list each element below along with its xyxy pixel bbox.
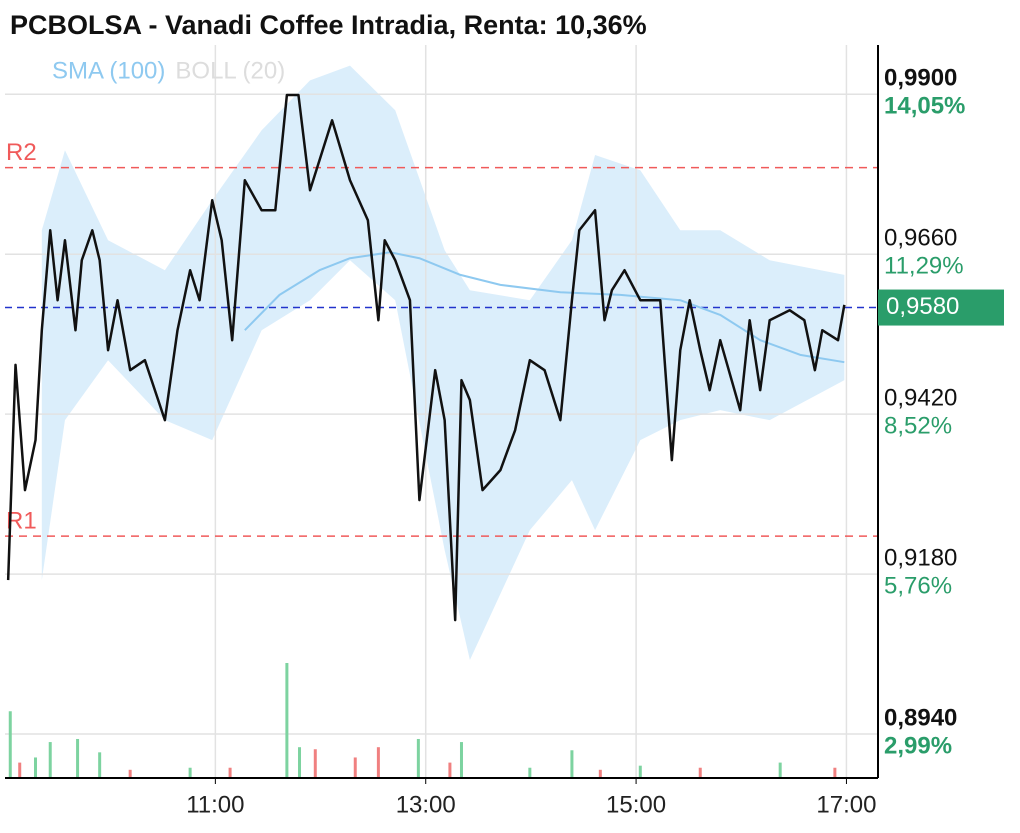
volume-bar — [8, 711, 12, 778]
volume-bar — [778, 762, 782, 778]
volume-bar — [18, 762, 22, 778]
volume-bar — [48, 742, 52, 778]
volume-bar — [698, 767, 702, 778]
chart-title: PCBOLSA - Vanadi Coffee Intradia, Renta:… — [10, 10, 647, 40]
legend-entry: SMA (100) — [52, 57, 165, 84]
volume-bar — [598, 769, 602, 778]
volume-bar — [128, 769, 132, 778]
volume-bar — [188, 767, 192, 778]
y-percent-label: 2,99% — [884, 732, 952, 759]
y-tick-label: 0,9900 — [884, 65, 957, 92]
legend-entry: BOLL (20) — [175, 57, 285, 84]
volume-bar — [76, 738, 80, 778]
sma-line — [244, 251, 845, 364]
volume-bar — [528, 767, 532, 778]
y-percent-label: 11,29% — [884, 253, 964, 280]
volume-bar — [285, 663, 289, 778]
volume-bar — [376, 747, 380, 778]
x-tick-label: 13:00 — [396, 791, 456, 818]
y-tick-label: 0,9420 — [884, 385, 957, 412]
volume-bar — [313, 749, 317, 778]
volume-bar — [638, 765, 642, 778]
level-label: R2 — [6, 139, 37, 166]
volume-bar — [34, 757, 38, 778]
x-tick-label: 17:00 — [816, 791, 876, 818]
volume-bar — [459, 742, 463, 778]
last-price-label: 0,9580 — [886, 293, 959, 320]
x-tick-label: 11:00 — [186, 791, 244, 818]
volume-bar — [298, 747, 302, 778]
y-percent-label: 8,52% — [884, 413, 952, 440]
volume-bar — [98, 752, 102, 778]
volume-bar — [448, 762, 452, 778]
volume-bar — [570, 750, 574, 778]
volume-bar — [228, 767, 232, 778]
volume-bar — [353, 757, 357, 778]
y-percent-label: 14,05% — [884, 93, 965, 120]
y-tick-label: 0,8940 — [884, 704, 957, 731]
title-background — [4, 5, 878, 45]
y-tick-label: 0,9660 — [884, 225, 957, 252]
y-tick-label: 0,9180 — [884, 544, 957, 571]
x-tick-label: 15:00 — [606, 791, 666, 818]
volume-bar — [833, 767, 837, 778]
volume-bar — [416, 738, 420, 778]
last-price-box — [878, 289, 1004, 326]
y-percent-label: 5,76% — [884, 572, 952, 599]
price-line — [6, 93, 846, 622]
